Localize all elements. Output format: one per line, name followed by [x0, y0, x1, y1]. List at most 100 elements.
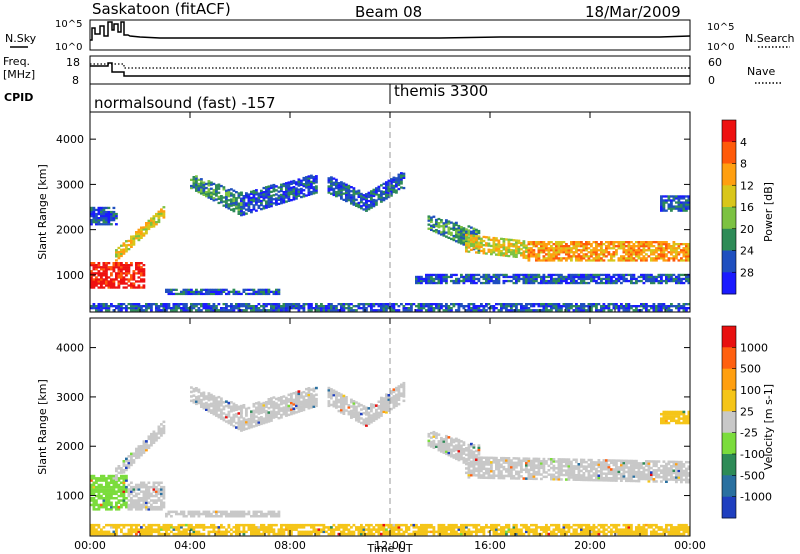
power-cell: [197, 188, 201, 192]
power-cell: [630, 275, 633, 279]
power-cell: [605, 277, 608, 281]
power-cell: [145, 232, 148, 235]
power-cell: [662, 257, 666, 260]
power-cell: [95, 214, 98, 218]
power-cell: [387, 307, 391, 310]
velocity-cell: [385, 402, 388, 405]
power-cell: [452, 236, 456, 240]
power-cell: [102, 264, 106, 267]
velocity-cell: [527, 477, 531, 480]
power-cell: [542, 307, 546, 310]
power-cell: [212, 290, 216, 293]
power-cell: [677, 303, 681, 306]
power-cell: [502, 246, 506, 249]
power-cell: [637, 309, 641, 312]
velocity-cell: [160, 427, 163, 430]
power-cell: [120, 270, 123, 273]
power-cell: [685, 303, 688, 306]
power-cell: [245, 307, 248, 310]
power-cell: [670, 253, 673, 256]
velocity-cell: [215, 405, 218, 408]
power-cell: [642, 255, 646, 258]
velocity-cell: [215, 398, 218, 402]
velocity-cell: [545, 475, 548, 479]
power-cell: [107, 262, 111, 265]
power-cell: [565, 245, 568, 248]
velocity-cell: [282, 410, 286, 414]
power-cell: [137, 238, 141, 242]
power-cell: [572, 251, 576, 254]
power-cell: [487, 275, 491, 279]
power-cell: [212, 292, 216, 296]
power-cell: [472, 244, 476, 248]
power-cell: [607, 247, 611, 250]
velocity-cell: [137, 483, 141, 487]
power-cell: [502, 248, 506, 251]
power-cell: [482, 248, 486, 251]
velocity-cell: [480, 465, 483, 468]
power-cell: [400, 174, 403, 177]
power-cell: [600, 259, 603, 262]
velocity-cell: [560, 460, 563, 463]
velocity-cell: [205, 401, 208, 405]
velocity-cell: [532, 470, 536, 474]
velocity-cell: [275, 397, 278, 401]
power-cell: [205, 288, 208, 291]
velocity-cell: [105, 488, 108, 491]
power-cell: [682, 243, 686, 246]
power-cell: [247, 207, 251, 210]
power-cell: [212, 191, 216, 194]
power-cell: [135, 303, 138, 306]
power-cell: [125, 309, 128, 312]
velocity-cell: [152, 432, 156, 436]
velocity-cell: [267, 411, 271, 414]
velocity-cell: [107, 497, 111, 500]
power-cell: [465, 309, 468, 312]
power-cell: [590, 259, 593, 262]
velocity-cell: [457, 458, 461, 462]
power-cell: [250, 292, 253, 296]
velocity-cell: [112, 479, 116, 482]
power-cell: [385, 309, 388, 312]
velocity-cell: [212, 410, 216, 414]
velocity-cell: [295, 411, 298, 414]
power-cell: [335, 195, 338, 198]
power-cell: [542, 255, 546, 258]
velocity-cell: [480, 456, 483, 459]
power-cell: [590, 279, 593, 283]
power-cell: [660, 281, 663, 285]
power-cell: [572, 247, 576, 250]
velocity-cell: [255, 406, 258, 409]
velocity-cell: [122, 499, 126, 502]
power-cell: [650, 259, 653, 262]
power-cell: [262, 205, 266, 208]
power-cell: [162, 210, 166, 213]
velocity-cell: [270, 403, 273, 407]
velocity-cell: [252, 416, 256, 419]
velocity-cell: [310, 406, 313, 409]
velocity-cell: [447, 436, 451, 439]
power-cell: [292, 194, 296, 197]
velocity-cell: [240, 420, 243, 423]
power-cell: [220, 288, 223, 291]
velocity-cell: [312, 403, 316, 406]
power-cell: [435, 229, 438, 232]
velocity-cell: [92, 490, 96, 493]
velocity-cell: [135, 499, 138, 502]
velocity-cell: [445, 441, 448, 444]
velocity-cell: [117, 485, 121, 489]
power-cell: [190, 303, 193, 306]
power-cell: [562, 279, 566, 283]
power-cell: [630, 241, 633, 244]
power-cell: [307, 183, 311, 186]
power-cell: [197, 290, 201, 293]
power-cell: [362, 303, 366, 306]
power-cell: [142, 272, 146, 275]
velocity-cell: [122, 460, 126, 463]
power-cell: [585, 277, 588, 281]
power-cell: [382, 309, 386, 312]
power-cell: [362, 309, 366, 312]
power-cell: [502, 244, 506, 247]
power-cell: [240, 193, 243, 196]
power-cell: [302, 189, 306, 192]
